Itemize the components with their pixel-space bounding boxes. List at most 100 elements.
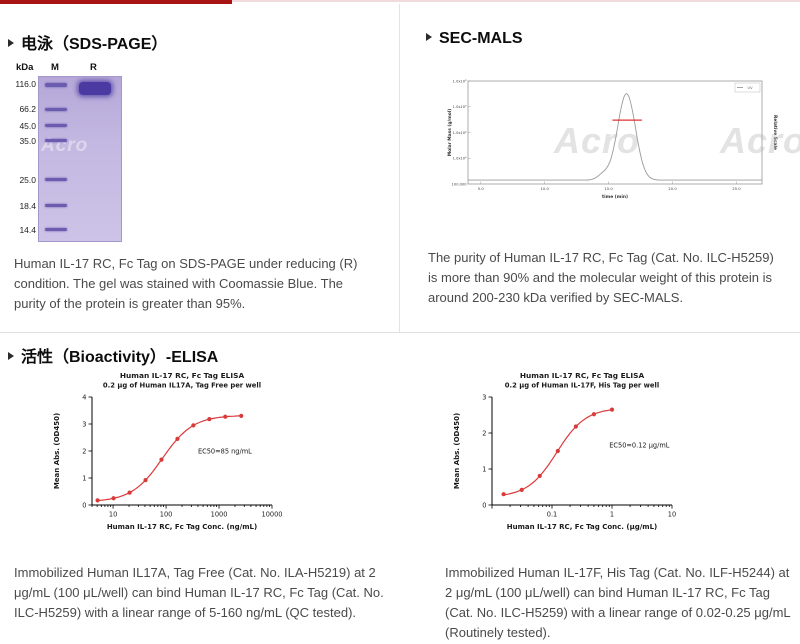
gel-marker-band [45, 124, 67, 128]
gel-header-row: kDa M R [14, 62, 122, 76]
top-accent-bar-light [232, 0, 800, 2]
sec-mals-section-header[interactable]: SEC-MALS [426, 30, 523, 48]
gel-marker-band [45, 227, 67, 231]
triangle-bullet-icon [8, 352, 14, 360]
tick-label: 10 [668, 511, 676, 519]
elisa-caption-il17a: Immobilized Human IL17A, Tag Free (Cat. … [14, 565, 384, 621]
gel-marker-labels: 116.0 66.2 45.0 35.0 25.0 18.4 14.4 [14, 76, 38, 242]
tick-label: 1000 [211, 511, 228, 519]
gel-marker-band [45, 203, 67, 207]
sds-page-caption: Human IL-17 RC, Fc Tag on SDS-PAGE under… [14, 256, 358, 312]
tick-label: 3 [82, 420, 86, 428]
elisa-caption-il17f: Immobilized Human IL-17F, His Tag (Cat. … [445, 565, 791, 641]
sec-mals-section: SEC-MALS 1.0x10⁶ 1.0x10⁵ 1.0x10⁴ 1.0x10³ 100… [400, 4, 800, 332]
bioactivity-section-header[interactable]: 活性（Bioactivity）-ELISA [8, 343, 218, 367]
gel-unit-label: kDa [16, 62, 34, 73]
chart-title: Human IL-17 RC, Fc Tag ELISA [120, 371, 245, 380]
x-axis-label: time (min) [602, 194, 628, 200]
data-point [591, 412, 597, 417]
ec50-annotation: EC50=85 ng/mL [198, 448, 252, 456]
right-axis-label: Relative Scale [772, 115, 778, 150]
tick-label: 20.0 [668, 186, 677, 191]
tick-label: 15.0 [604, 186, 613, 191]
gel-marker-label: 45.0 [19, 120, 36, 131]
data-point [609, 407, 615, 412]
triangle-bullet-icon [426, 33, 432, 41]
tick-label: 0.1 [547, 511, 558, 519]
sds-gel-figure: kDa M R 116.0 66.2 45.0 35.0 25.0 18.4 14.4 Ac… [14, 62, 122, 244]
tick-label: 2 [482, 429, 486, 437]
gel-image: Acro [38, 76, 122, 242]
data-point [207, 417, 212, 422]
gel-marker-label: 66.2 [19, 104, 36, 115]
sds-page-section-header[interactable]: 电泳（SDS-PAGE） [8, 30, 167, 54]
tick-label: 2 [82, 447, 86, 455]
gel-marker-label: 116.0 [15, 79, 36, 90]
sds-page-section: 电泳（SDS-PAGE） kDa M R 116.0 66.2 45.0 35.0 25… [0, 4, 400, 332]
tick-label: 100.000 [452, 182, 468, 186]
legend-label: UV [747, 86, 753, 90]
tick-label: 100 [160, 511, 173, 519]
elisa-chart-il17a: Human IL-17 RC, Fc Tag ELISA 0.2 μg of Hu… [48, 369, 298, 549]
tick-label: 1.0x10⁴ [453, 131, 467, 135]
data-point [555, 448, 560, 454]
gel-marker-label: 25.0 [19, 174, 36, 185]
bioactivity-elisa-section: 活性（Bioactivity）-ELISA Human IL-17 RC, Fc… [0, 332, 800, 641]
section-title: 电泳（SDS-PAGE） [21, 36, 168, 53]
sec-mals-chart-svg: 1.0x10⁶ 1.0x10⁵ 1.0x10⁴ 1.0x10³ 100.000 5.0 10… [447, 79, 778, 200]
top-accent-bar [0, 0, 232, 4]
tick-label: 1 [610, 511, 614, 519]
section-title: SEC-MALS [439, 30, 523, 47]
sec-mals-caption: The purity of Human IL-17 RC, Fc Tag (Ca… [428, 250, 774, 306]
y-axis-label: Mean Abs. (OD450) [53, 413, 61, 489]
x-axis-label: Human IL-17 RC, Fc Tag Conc. (ng/mL) [107, 523, 257, 531]
legend-box [734, 82, 761, 93]
gel-marker-band [45, 107, 67, 111]
data-point [127, 490, 132, 495]
sec-mals-chart: 1.0x10⁶ 1.0x10⁵ 1.0x10⁴ 1.0x10³ 100.000 5.0 10… [444, 76, 800, 208]
tick-label: 0 [82, 501, 86, 509]
gel-lane-label-reducing: R [90, 62, 97, 73]
elisa-chart-il17f: Human IL-17 RC, Fc Tag ELISA 0.2 μg of Hu… [448, 369, 698, 549]
data-point [95, 498, 100, 503]
data-point [239, 413, 244, 418]
fit-curve [97, 415, 242, 502]
tick-label: 0 [482, 501, 486, 509]
tick-label: 3 [482, 393, 486, 401]
tick-label: 1 [82, 474, 86, 482]
tick-label: 4 [82, 393, 86, 401]
data-point [159, 457, 164, 462]
gel-marker-label: 35.0 [19, 135, 36, 146]
tick-label: 25.0 [732, 186, 741, 191]
data-point [143, 478, 148, 483]
x-axis-label: Human IL-17 RC, Fc Tag Conc. (μg/mL) [507, 523, 658, 531]
data-point [501, 492, 506, 497]
tick-label: 10.0 [540, 186, 549, 191]
tick-label: 10 [109, 511, 117, 519]
section-title: 活性（Bioactivity）-ELISA [21, 349, 219, 366]
tick-label: 5.0 [478, 186, 485, 191]
data-point [191, 423, 196, 428]
tick-label: 10000 [262, 511, 283, 519]
gel-lane-label-marker: M [51, 62, 59, 73]
ec50-annotation: EC50=0.12 μg/mL [609, 441, 669, 449]
tick-label: 1.0x10⁵ [453, 105, 467, 109]
data-point [223, 414, 228, 419]
elisa-chart-il17a-svg: Human IL-17 RC, Fc Tag ELISA 0.2 μg of Hu… [53, 371, 283, 531]
gel-marker-band [45, 83, 67, 88]
data-point [175, 436, 180, 441]
gel-marker-band [45, 138, 67, 142]
chart-title: Human IL-17 RC, Fc Tag ELISA [520, 371, 645, 380]
data-point [537, 473, 542, 478]
tick-label: 1.0x10³ [453, 157, 467, 161]
gel-sample-band [79, 82, 111, 96]
y-axis-label: Molar Mass (g/mol) [447, 109, 453, 157]
elisa-chart-il17f-svg: Human IL-17 RC, Fc Tag ELISA 0.2 μg of Hu… [453, 371, 676, 531]
plot-frame [467, 80, 763, 185]
data-point [573, 424, 578, 429]
tick-label: 1.0x10⁶ [453, 79, 467, 83]
gel-body: 116.0 66.2 45.0 35.0 25.0 18.4 14.4 Acro [14, 76, 122, 242]
chart-subtitle: 0.2 μg of Human IL-17F, His Tag per well [505, 382, 659, 390]
uv-trace [468, 93, 762, 181]
